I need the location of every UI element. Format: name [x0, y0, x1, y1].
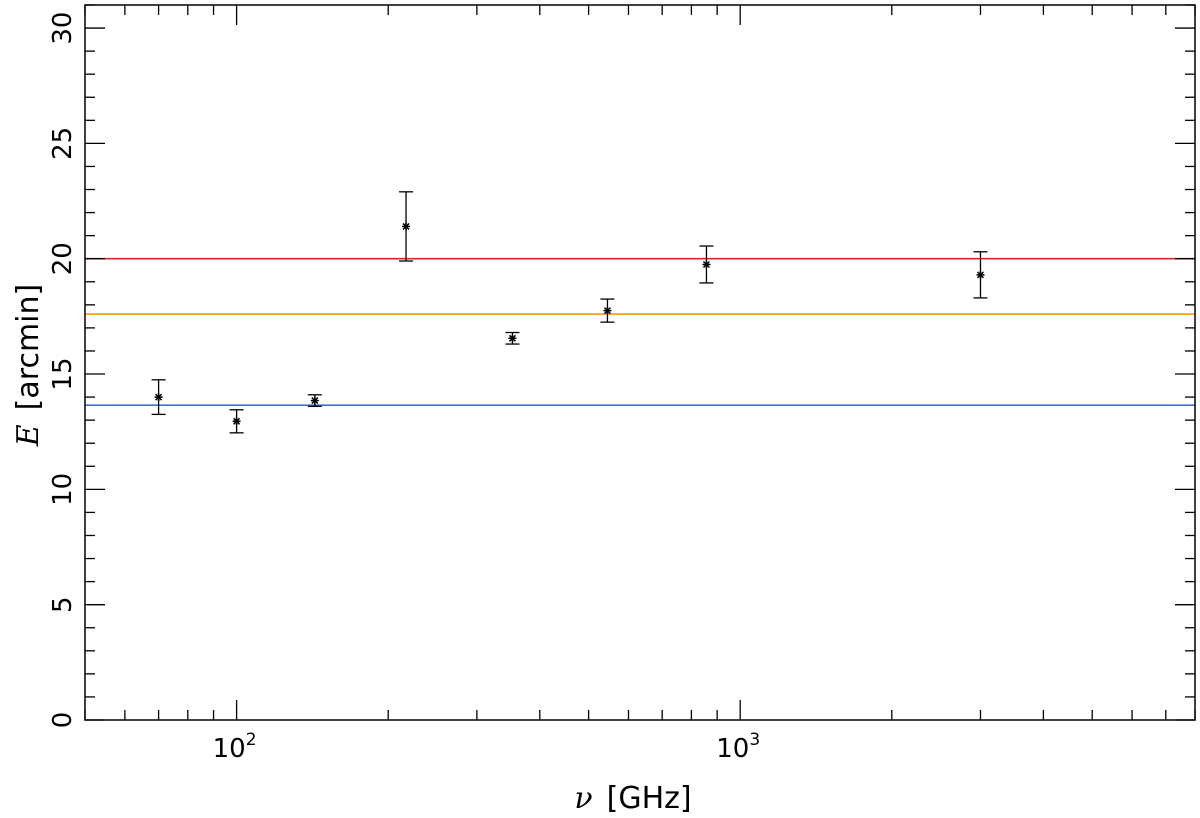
marker-stroke: [976, 271, 985, 279]
y-tick-label: 15: [48, 357, 78, 390]
x-tick-label: 102: [213, 730, 257, 764]
data-point: [699, 245, 714, 284]
plot-frame: [84, 4, 1196, 721]
y-axis-symbol: E: [11, 424, 46, 447]
data-point: [399, 191, 414, 262]
marker-stroke: [402, 222, 410, 230]
y-tick-label: 5: [48, 596, 78, 613]
x-tick-exponent: 2: [246, 730, 257, 750]
x-axis-unit: [GHz]: [607, 781, 692, 816]
marker-stroke: [702, 260, 710, 269]
data-point: [600, 298, 615, 323]
data-point: [973, 251, 988, 299]
y-tick-label: 0: [48, 712, 78, 729]
x-axis-symbol: ν: [574, 781, 592, 816]
y-tick-label: 20: [48, 242, 78, 275]
x-tick-exponent: 3: [749, 730, 760, 750]
data-point: [151, 379, 166, 416]
data-point: [307, 394, 322, 407]
marker-stroke: [233, 417, 241, 425]
y-axis-unit: [arcmin]: [11, 284, 46, 411]
y-tick-labels: 0 5 10 15 20 25 30: [48, 12, 78, 729]
marker-stroke: [311, 397, 319, 405]
y-axis-title: E [arcmin]: [11, 284, 46, 447]
x-tick-base: 10: [213, 734, 246, 764]
data-points: [151, 191, 988, 434]
marker-stroke: [155, 393, 163, 401]
y-tick-label: 30: [48, 12, 78, 45]
data-point: [229, 409, 244, 434]
data-point: [505, 331, 520, 345]
marker-stroke: [508, 334, 516, 342]
axis-ticks: [84, 4, 1196, 721]
marker-stroke: [603, 307, 611, 315]
y-tick-label: 10: [48, 473, 78, 506]
x-axis-title: ν [GHz]: [574, 781, 691, 816]
x-tick-label: 103: [716, 730, 760, 764]
x-tick-base: 10: [716, 734, 749, 764]
reference-lines: [85, 257, 1195, 406]
y-tick-label: 25: [48, 127, 78, 160]
x-tick-labels: 102 103: [213, 730, 761, 764]
